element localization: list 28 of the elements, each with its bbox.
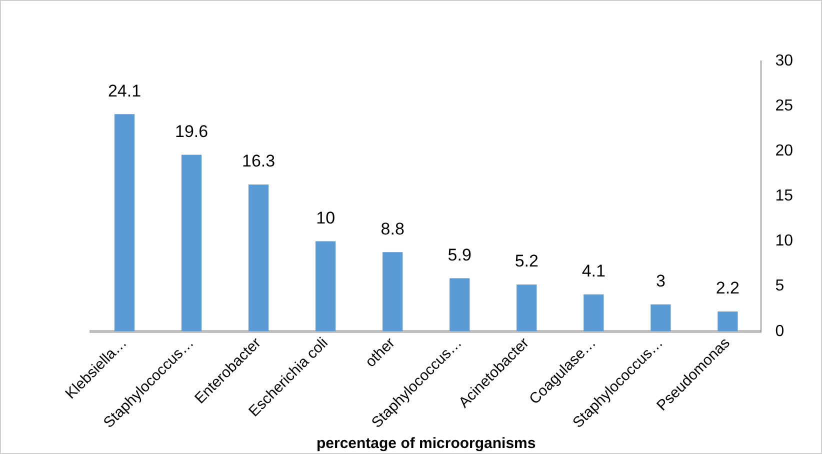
data-label: 16.3 — [242, 152, 276, 171]
data-label: 5.9 — [448, 245, 472, 264]
y-tick-label: 15 — [775, 188, 794, 205]
y-tick-label: 25 — [775, 97, 794, 114]
y-tick-label: 30 — [775, 52, 794, 70]
data-label: 24.1 — [108, 81, 142, 100]
data-label: 4.1 — [582, 262, 606, 281]
bar — [450, 278, 470, 332]
bar — [114, 114, 135, 332]
y-tick-label: 10 — [775, 232, 794, 250]
data-label: 5.2 — [514, 252, 538, 271]
data-label: 3 — [656, 272, 666, 291]
bar — [718, 312, 738, 332]
bar — [650, 304, 671, 332]
x-axis-title: percentage of microorganisms — [316, 435, 536, 452]
data-label: 2.2 — [716, 278, 740, 298]
data-label: 19.6 — [174, 122, 208, 141]
data-label: 8.8 — [380, 219, 404, 238]
y-tick-label: 5 — [775, 278, 784, 295]
data-label: 10 — [316, 208, 336, 228]
bar — [516, 284, 537, 332]
y-tick-label: 20 — [775, 142, 794, 160]
bar — [248, 184, 269, 332]
bar — [382, 252, 403, 332]
y-tick-label: 0 — [775, 322, 784, 340]
bar — [316, 241, 336, 332]
bar — [584, 294, 604, 332]
bar — [181, 154, 202, 332]
